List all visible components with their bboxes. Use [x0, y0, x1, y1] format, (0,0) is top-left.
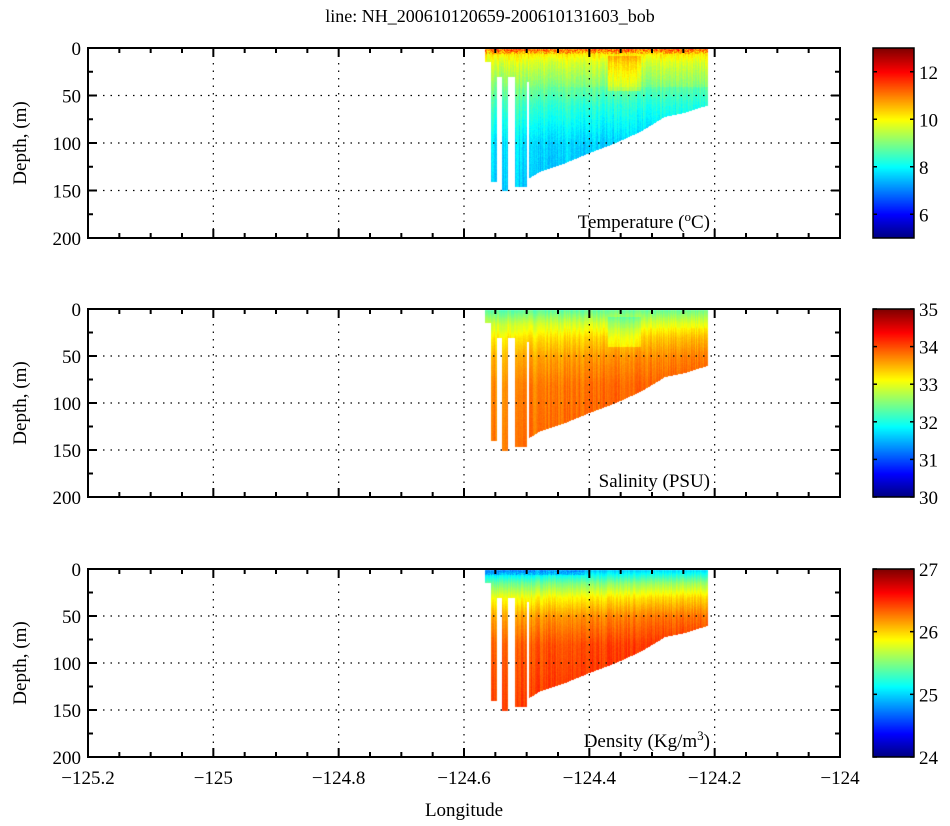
figure-title: line: NH_200610120659-200610131603_bob	[325, 6, 654, 26]
y-tick-label: 200	[53, 488, 82, 509]
y-tick-label: 200	[53, 748, 82, 769]
y-tick-label: 50	[62, 87, 81, 108]
colorbar-tick-label: 6	[919, 205, 929, 226]
colorbar-temperature	[872, 47, 915, 239]
y-tick-label: 200	[53, 229, 82, 250]
x-tick-label: −124	[820, 768, 860, 789]
x-tick-label: −125.2	[61, 768, 114, 789]
x-tick-label: −124.2	[688, 768, 741, 789]
y-axis-label: Depth, (m)	[10, 621, 31, 704]
colorbar-salinity	[872, 308, 915, 498]
y-tick-label: 100	[53, 394, 82, 415]
y-axis-label: Depth, (m)	[10, 361, 31, 444]
y-tick-label: 0	[72, 560, 82, 581]
panel-label-temperature: Temperature (oC)	[578, 209, 710, 233]
colorbar-tick-label: 31	[919, 450, 938, 471]
x-tick-label: −124.8	[312, 768, 365, 789]
panel-label-density: Density (Kg/m3)	[584, 728, 710, 752]
y-tick-label: 150	[53, 441, 82, 462]
colorbar-density	[872, 568, 915, 758]
colorbar-tick-label: 30	[919, 488, 938, 509]
colorbar-tick-label: 32	[919, 413, 938, 434]
colorbar-tick-label: 25	[919, 685, 938, 706]
y-tick-label: 150	[53, 701, 82, 722]
y-tick-label: 50	[62, 607, 81, 628]
colorbar-tick-label: 24	[919, 748, 939, 769]
colorbar-tick-label: 8	[919, 158, 929, 179]
colorbar-tick-label: 35	[919, 300, 938, 321]
colorbar-tick-label: 34	[919, 338, 939, 359]
colorbar-tick-label: 26	[919, 623, 938, 644]
colorbar-tick-label: 12	[919, 63, 938, 84]
y-tick-label: 150	[53, 182, 82, 203]
colorbar-tick-label: 10	[919, 110, 938, 131]
colorbar-tick-label: 27	[919, 560, 938, 581]
y-tick-label: 0	[72, 300, 82, 321]
y-tick-label: 50	[62, 347, 81, 368]
y-tick-label: 100	[53, 654, 82, 675]
colorbar-tick-label: 33	[919, 375, 938, 396]
x-axis-label: Longitude	[425, 800, 503, 821]
x-tick-label: −124.6	[437, 768, 490, 789]
x-tick-label: −124.4	[563, 768, 617, 789]
y-tick-label: 0	[72, 39, 82, 60]
y-tick-label: 100	[53, 134, 82, 155]
y-axis-label: Depth, (m)	[10, 101, 31, 184]
x-tick-label: −125	[194, 768, 233, 789]
panel-label-salinity: Salinity (PSU)	[599, 471, 710, 492]
